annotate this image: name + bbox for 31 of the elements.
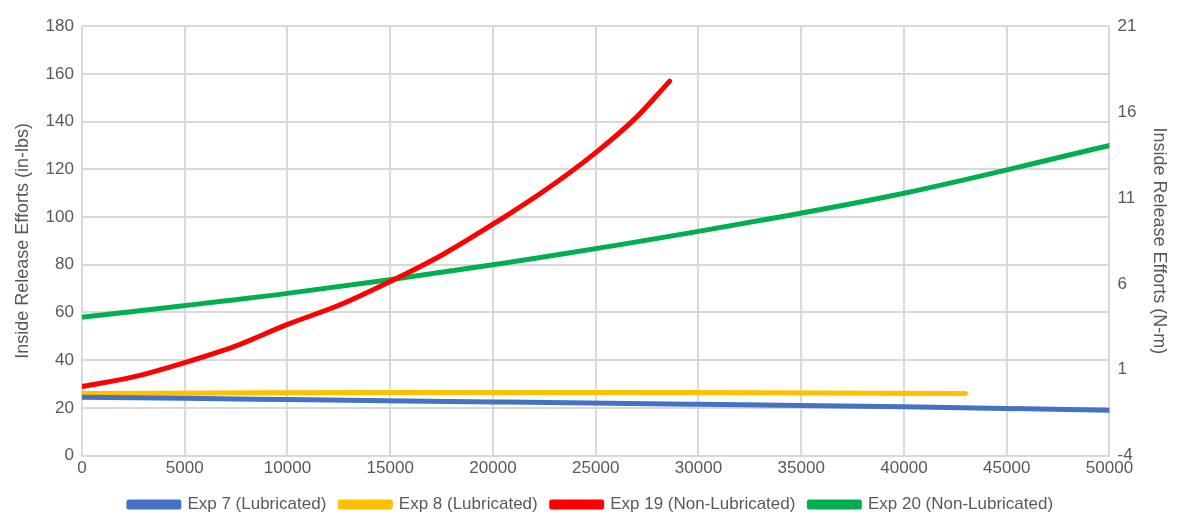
y2-tick-label: 21 [1117, 15, 1137, 35]
x-tick-label: 20000 [469, 458, 517, 478]
x-tick-label: 5000 [165, 458, 204, 478]
y-tick-label: 60 [55, 302, 74, 322]
y-tick-label: 80 [55, 254, 74, 274]
x-tick-label: 40000 [880, 458, 928, 478]
x-tick-label: 10000 [263, 458, 312, 478]
y-tick-label: 140 [45, 111, 74, 131]
x-tick-label: 30000 [674, 458, 723, 478]
y2-tick-label: 16 [1117, 101, 1137, 121]
y-tick-label: 0 [64, 445, 74, 465]
x-tick-label: 45000 [983, 458, 1031, 478]
y2-tick-label: 11 [1117, 187, 1136, 207]
y-tick-label: 40 [55, 349, 74, 369]
y-tick-label: 20 [55, 397, 74, 417]
y-tick-label: 100 [45, 206, 74, 226]
x-tick-label: 25000 [572, 458, 620, 478]
x-tick-label: 15000 [366, 458, 414, 478]
y-axis-title: Inside Release Efforts (in-lbs) [11, 123, 32, 359]
y2-tick-label: 6 [1117, 273, 1127, 293]
legend-label: Exp 19 (Non-Lubricated) [610, 494, 796, 514]
legend-label: Exp 20 (Non-Lubricated) [867, 494, 1054, 514]
x-tick-label: 35000 [777, 458, 825, 478]
x-tick-label: 0 [77, 458, 87, 478]
legend-label: Exp 8 (Lubricated) [398, 494, 538, 514]
y2-tick-label: 1 [1117, 359, 1127, 379]
y-tick-label: 120 [45, 159, 74, 179]
y2-axis-title: Inside Release Efforts (N-m) [1150, 127, 1171, 355]
legend-label: Exp 7 (Lubricated) [187, 494, 327, 514]
y-tick-label: 160 [45, 63, 74, 83]
y-tick-label: 180 [45, 15, 74, 35]
